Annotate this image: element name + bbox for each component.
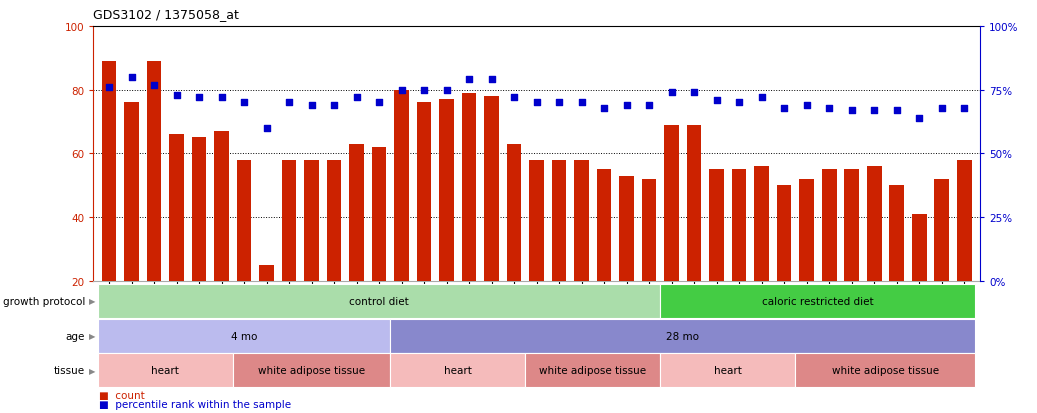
Bar xyxy=(934,180,949,281)
Bar xyxy=(215,132,229,281)
Bar xyxy=(259,266,274,281)
Point xyxy=(776,105,792,112)
Bar xyxy=(529,160,544,281)
Point xyxy=(303,102,319,109)
Point xyxy=(821,105,838,112)
Bar xyxy=(147,62,162,281)
Point xyxy=(528,100,544,107)
Bar xyxy=(754,167,769,281)
Bar xyxy=(957,160,972,281)
Bar xyxy=(282,160,297,281)
Point xyxy=(326,102,342,109)
Bar xyxy=(484,97,499,281)
Point xyxy=(596,105,613,112)
Text: growth protocol: growth protocol xyxy=(3,296,85,306)
Point xyxy=(214,95,230,101)
Point xyxy=(416,87,432,94)
Bar xyxy=(192,138,206,281)
Point xyxy=(371,100,388,107)
Bar xyxy=(597,170,612,281)
Bar xyxy=(822,170,837,281)
Bar xyxy=(686,126,701,281)
Bar xyxy=(867,167,881,281)
Point xyxy=(618,102,635,109)
Text: white adipose tissue: white adipose tissue xyxy=(832,366,940,375)
Bar xyxy=(124,103,139,281)
Bar xyxy=(417,103,431,281)
Text: 28 mo: 28 mo xyxy=(667,331,699,341)
Bar xyxy=(169,135,184,281)
Point xyxy=(258,125,275,132)
Point xyxy=(933,105,950,112)
Bar xyxy=(236,160,251,281)
Bar xyxy=(709,170,724,281)
Point xyxy=(956,105,973,112)
Point xyxy=(573,100,590,107)
Point xyxy=(551,100,567,107)
Bar xyxy=(461,94,476,281)
Point xyxy=(866,107,882,114)
Text: ▶: ▶ xyxy=(89,297,95,306)
Point xyxy=(798,102,815,109)
Point xyxy=(168,92,185,99)
Point xyxy=(641,102,657,109)
Text: ■  count: ■ count xyxy=(99,390,144,400)
Point xyxy=(889,107,905,114)
Text: white adipose tissue: white adipose tissue xyxy=(258,366,365,375)
Point xyxy=(664,90,680,96)
Point xyxy=(393,87,410,94)
Bar xyxy=(732,170,747,281)
Point xyxy=(460,77,477,83)
Bar xyxy=(619,176,634,281)
Point xyxy=(123,74,140,81)
Text: ■  percentile rank within the sample: ■ percentile rank within the sample xyxy=(99,399,290,409)
Point xyxy=(101,85,117,91)
Text: heart: heart xyxy=(444,366,472,375)
Text: tissue: tissue xyxy=(54,366,85,375)
Bar xyxy=(574,160,589,281)
Point xyxy=(685,90,702,96)
Bar xyxy=(327,160,341,281)
Point xyxy=(348,95,365,101)
Bar xyxy=(642,180,656,281)
Text: heart: heart xyxy=(714,366,741,375)
Bar xyxy=(844,170,859,281)
Text: ▶: ▶ xyxy=(89,366,95,375)
Point xyxy=(754,95,770,101)
Bar xyxy=(102,62,116,281)
Bar xyxy=(777,186,791,281)
Bar xyxy=(304,160,319,281)
Bar xyxy=(890,186,904,281)
Text: ▶: ▶ xyxy=(89,331,95,340)
Bar xyxy=(440,100,454,281)
Text: age: age xyxy=(65,331,85,341)
Bar xyxy=(912,214,926,281)
Text: GDS3102 / 1375058_at: GDS3102 / 1375058_at xyxy=(93,8,240,21)
Bar xyxy=(552,160,566,281)
Point xyxy=(281,100,298,107)
Point xyxy=(439,87,455,94)
Bar xyxy=(372,148,387,281)
Bar xyxy=(349,145,364,281)
Point xyxy=(506,95,523,101)
Point xyxy=(910,115,927,122)
Text: 4 mo: 4 mo xyxy=(231,331,257,341)
Point xyxy=(146,82,163,89)
Bar xyxy=(507,145,522,281)
Bar xyxy=(665,126,679,281)
Point xyxy=(731,100,748,107)
Bar xyxy=(800,180,814,281)
Point xyxy=(708,97,725,104)
Point xyxy=(191,95,207,101)
Point xyxy=(843,107,860,114)
Text: white adipose tissue: white adipose tissue xyxy=(539,366,646,375)
Point xyxy=(235,100,252,107)
Text: heart: heart xyxy=(151,366,179,375)
Point xyxy=(483,77,500,83)
Text: control diet: control diet xyxy=(349,296,409,306)
Bar xyxy=(394,90,409,281)
Text: caloric restricted diet: caloric restricted diet xyxy=(762,296,874,306)
